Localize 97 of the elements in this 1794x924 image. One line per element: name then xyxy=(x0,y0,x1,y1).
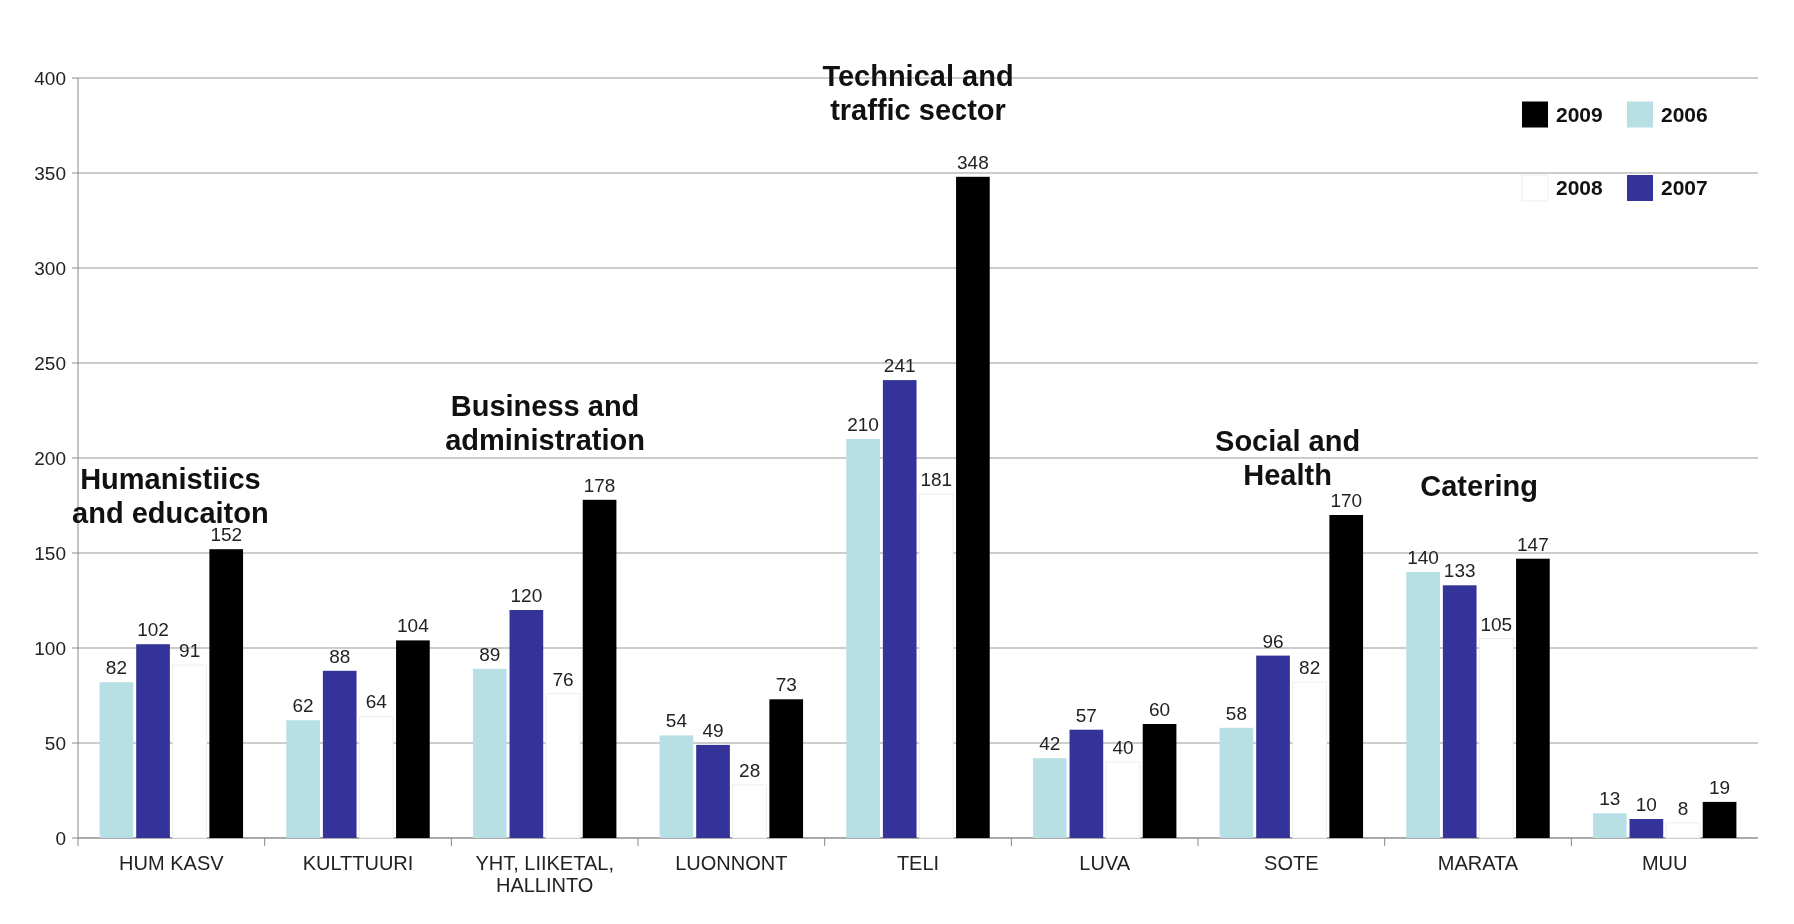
data-label: 82 xyxy=(1299,657,1321,679)
bar xyxy=(1256,655,1290,838)
bar xyxy=(1516,558,1550,838)
bar xyxy=(1032,758,1067,838)
bar xyxy=(472,668,507,838)
data-label: 210 xyxy=(847,414,879,435)
legend-label: 2007 xyxy=(1661,176,1708,200)
legend-label: 2008 xyxy=(1556,176,1604,200)
annotation: Social and Health xyxy=(1215,424,1361,491)
bar xyxy=(99,682,134,838)
data-label: 133 xyxy=(1443,560,1476,582)
data-label: 91 xyxy=(179,640,201,662)
data-label: 76 xyxy=(552,668,574,690)
data-label: 105 xyxy=(1480,613,1513,635)
bar xyxy=(1292,681,1327,839)
data-label: 62 xyxy=(292,695,314,717)
data-label: 348 xyxy=(957,151,989,173)
bar xyxy=(846,439,880,838)
x-tick-label: LUVA xyxy=(1079,852,1131,874)
bar xyxy=(1219,727,1254,838)
data-label: 147 xyxy=(1517,533,1549,555)
bar xyxy=(396,640,430,838)
data-label: 104 xyxy=(397,615,430,637)
data-label: 60 xyxy=(1149,699,1171,720)
data-label: 88 xyxy=(329,645,351,667)
data-label: 102 xyxy=(137,619,169,641)
bar xyxy=(209,549,244,838)
data-label: 58 xyxy=(1225,702,1247,724)
data-label: 120 xyxy=(510,585,543,606)
x-tick-label: SOTE xyxy=(1264,852,1319,874)
data-label: 54 xyxy=(665,710,688,732)
bar xyxy=(918,493,954,839)
y-tick-label: 50 xyxy=(44,732,66,754)
bar xyxy=(322,670,357,838)
annotation: Business and administration xyxy=(445,390,645,457)
y-tick-label: 150 xyxy=(34,542,66,564)
data-label: 28 xyxy=(739,759,761,781)
bar xyxy=(509,610,544,838)
bar xyxy=(659,735,694,838)
y-tick-label: 350 xyxy=(34,162,66,184)
x-tick-label: TELI xyxy=(896,852,940,874)
x-tick-label: MARATA xyxy=(1437,852,1519,874)
data-label: 49 xyxy=(702,719,724,741)
x-tick-label: LUONNONT xyxy=(675,852,788,874)
y-tick-label: 400 xyxy=(34,67,66,89)
bar xyxy=(1665,822,1701,839)
data-label: 181 xyxy=(920,469,953,491)
data-label: 8 xyxy=(1677,797,1689,819)
bar xyxy=(545,693,581,839)
y-tick-label: 0 xyxy=(55,827,66,849)
data-label: 10 xyxy=(1635,794,1657,815)
bar xyxy=(769,699,804,838)
y-tick-label: 300 xyxy=(34,257,66,279)
data-label: 170 xyxy=(1330,490,1363,511)
bar xyxy=(1142,724,1177,838)
bar xyxy=(286,720,320,838)
data-label: 89 xyxy=(479,643,501,665)
data-label: 13 xyxy=(1599,788,1621,810)
bar xyxy=(882,380,917,838)
y-tick-label: 100 xyxy=(34,637,66,659)
bar xyxy=(172,664,207,839)
bar xyxy=(1329,515,1364,838)
bar xyxy=(136,644,170,838)
bar xyxy=(1629,819,1664,838)
x-tick-label: YHT, LIIKETAL, HALLINTO xyxy=(475,852,614,896)
bar xyxy=(1069,729,1104,838)
data-label: 19 xyxy=(1709,776,1731,798)
x-tick-label: HUM KASV xyxy=(119,852,225,874)
annotation: Technical and traffic sector xyxy=(822,59,1014,126)
bar xyxy=(1442,585,1477,838)
data-label: 40 xyxy=(1112,737,1134,758)
data-label: 178 xyxy=(583,474,616,496)
annotation: Catering xyxy=(1420,470,1538,502)
bar xyxy=(358,715,394,839)
bar xyxy=(696,744,730,838)
bar xyxy=(732,784,767,839)
bar xyxy=(956,176,990,838)
bar xyxy=(1592,813,1627,838)
data-label: 241 xyxy=(883,355,916,377)
data-label: 140 xyxy=(1407,547,1439,568)
x-tick-label: KULTTUURI xyxy=(302,852,414,874)
y-tick-label: 200 xyxy=(34,447,66,469)
data-label: 64 xyxy=(365,691,388,713)
data-label: 57 xyxy=(1075,704,1097,726)
x-tick-label: MUU xyxy=(1641,852,1688,874)
bar xyxy=(1478,638,1514,839)
data-label: 96 xyxy=(1262,630,1284,652)
bar xyxy=(1702,801,1737,838)
legend-label: 2009 xyxy=(1556,102,1603,126)
data-label: 42 xyxy=(1039,733,1061,755)
bar xyxy=(582,499,617,838)
data-label: 82 xyxy=(105,657,127,679)
bar xyxy=(1406,572,1440,838)
bar xyxy=(1105,761,1141,839)
data-label: 73 xyxy=(775,674,797,696)
y-tick-label: 250 xyxy=(34,352,66,374)
legend-label: 2006 xyxy=(1661,102,1708,126)
